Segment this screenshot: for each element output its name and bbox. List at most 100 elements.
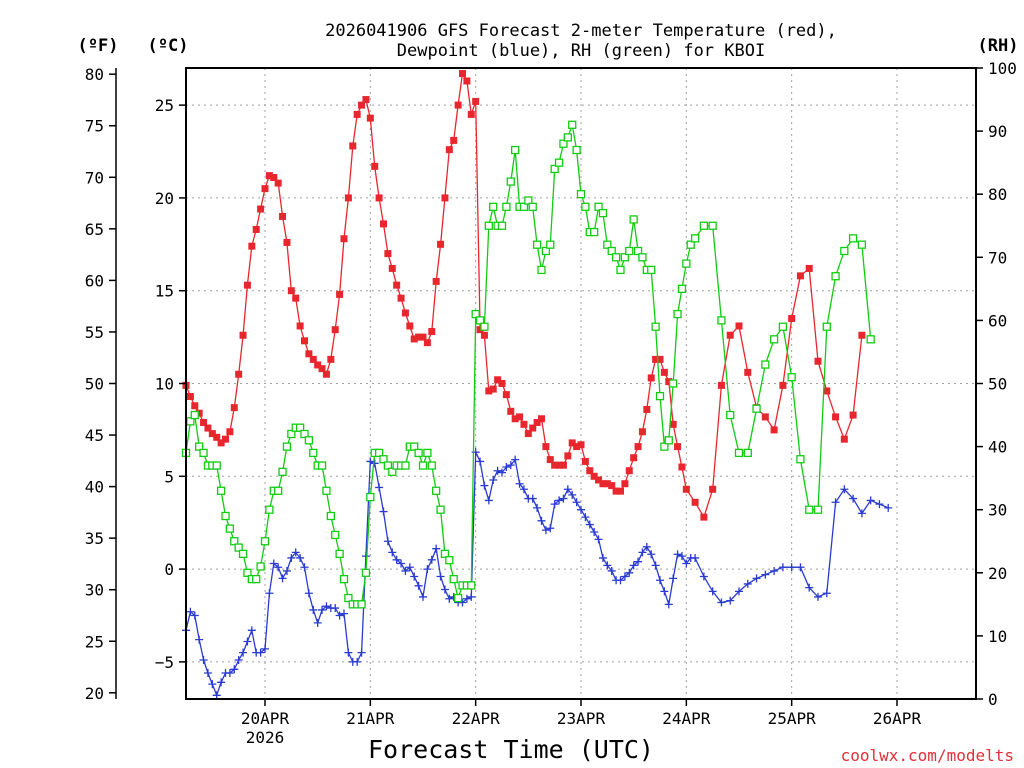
dewpoint-point <box>340 609 348 618</box>
temperature-point <box>441 194 449 202</box>
dewpoint-point <box>634 557 643 566</box>
rh-point <box>717 316 726 325</box>
rh-point <box>682 259 691 268</box>
rh-point <box>440 549 450 559</box>
dewpoint-point <box>445 594 454 603</box>
dewpoint-point <box>199 656 208 665</box>
rh-point <box>282 442 292 451</box>
dewpoint-point <box>840 485 849 494</box>
x-tick-label: 22APR <box>452 709 501 728</box>
rh-point <box>357 600 366 609</box>
rh-point <box>576 190 586 199</box>
temperature-point <box>415 333 423 341</box>
dewpoint-point <box>304 589 313 598</box>
dewpoint-point <box>669 574 678 583</box>
rh-tick-label: 70 <box>988 248 1007 267</box>
dewpoint-point <box>379 507 388 516</box>
rh-point <box>638 253 647 262</box>
temperature-point <box>195 409 203 417</box>
dewpoint-point <box>616 576 625 585</box>
rh-point <box>633 246 643 256</box>
dewpoint-point <box>370 459 379 468</box>
dewpoint-point <box>603 561 612 570</box>
temperature-point <box>274 179 282 187</box>
rh-point <box>256 562 265 571</box>
chart-title-line2: Dewpoint (blue), RH (green) for KBOI <box>397 41 765 61</box>
temperature-point <box>788 315 796 323</box>
fahrenheit-tick-label: 40 <box>85 478 104 497</box>
x-tick-label: 26APR <box>873 709 922 728</box>
rh-tick-label: 40 <box>988 438 1007 457</box>
celsius-tick-label: 15 <box>155 282 174 301</box>
rh-point <box>726 410 735 420</box>
rh-point <box>519 202 529 211</box>
temperature-point <box>691 498 699 506</box>
temperature-point <box>485 387 493 395</box>
dewpoint-point <box>357 648 366 657</box>
rh-point <box>489 202 498 211</box>
fahrenheit-tick-label: 25 <box>85 632 104 651</box>
rh-point <box>480 322 489 331</box>
rh-point <box>822 322 831 331</box>
rh-tick-label: 20 <box>988 564 1007 583</box>
temperature-point <box>287 287 295 295</box>
temperature-point <box>235 370 243 378</box>
rh-point <box>317 461 327 470</box>
temperature-point <box>779 381 787 389</box>
dewpoint-point <box>519 485 528 494</box>
temperature-point <box>362 96 370 104</box>
rh-point <box>467 581 476 590</box>
dewpoint-point <box>528 494 537 503</box>
x-tick-label: 21APR <box>346 709 395 728</box>
rh-point <box>690 234 700 243</box>
temperature-point <box>309 355 317 363</box>
temperature-point <box>476 326 484 334</box>
rh-point <box>453 593 463 603</box>
temperature-point <box>744 368 752 376</box>
dewpoint-point <box>555 496 564 505</box>
dewpoint-point <box>203 669 212 678</box>
rh-point <box>796 455 805 464</box>
dewpoint-point <box>361 552 370 561</box>
temperature-point <box>257 205 265 213</box>
temperature-point <box>630 454 638 462</box>
rh-point <box>326 511 335 521</box>
temperature-point <box>682 485 690 493</box>
x-tick-label: 23APR <box>557 709 606 728</box>
dewpoint-point <box>594 535 603 544</box>
dewpoint-point <box>335 611 344 620</box>
dewpoint-point <box>291 548 300 557</box>
dewpoint-point <box>401 566 410 575</box>
fahrenheit-tick-label: 30 <box>85 581 104 600</box>
temperature-point <box>533 418 541 426</box>
temperature-point <box>577 441 585 449</box>
rh-point <box>647 265 656 275</box>
dewpoint-point <box>318 605 327 614</box>
temperature-point <box>265 172 273 180</box>
temperature-point <box>327 355 335 363</box>
temperature-point <box>638 428 646 436</box>
rh-point <box>199 448 208 458</box>
rh-point <box>664 436 673 445</box>
rh-point <box>339 574 349 584</box>
dewpoint-point <box>805 583 814 592</box>
rh-tick-label: 30 <box>988 501 1007 520</box>
dewpoint-point <box>541 526 550 535</box>
temperature-point <box>617 487 624 495</box>
dewpoint-point <box>388 548 397 557</box>
fahrenheit-tick-label: 75 <box>85 117 104 136</box>
temperature-point <box>507 407 515 415</box>
temperature-point <box>502 391 510 399</box>
rh-point <box>445 556 454 565</box>
rh-point <box>546 240 555 249</box>
rh-point <box>616 265 625 275</box>
temperature-point <box>823 387 831 395</box>
dewpoint-point <box>787 563 796 572</box>
x-tick-label: 24APR <box>662 709 711 728</box>
dewpoint-point <box>620 572 629 581</box>
temperature-point <box>494 376 502 384</box>
rh-point <box>212 461 221 470</box>
temperature-point <box>700 513 708 521</box>
dewpoint-point <box>405 563 414 572</box>
rh-point <box>669 379 678 388</box>
